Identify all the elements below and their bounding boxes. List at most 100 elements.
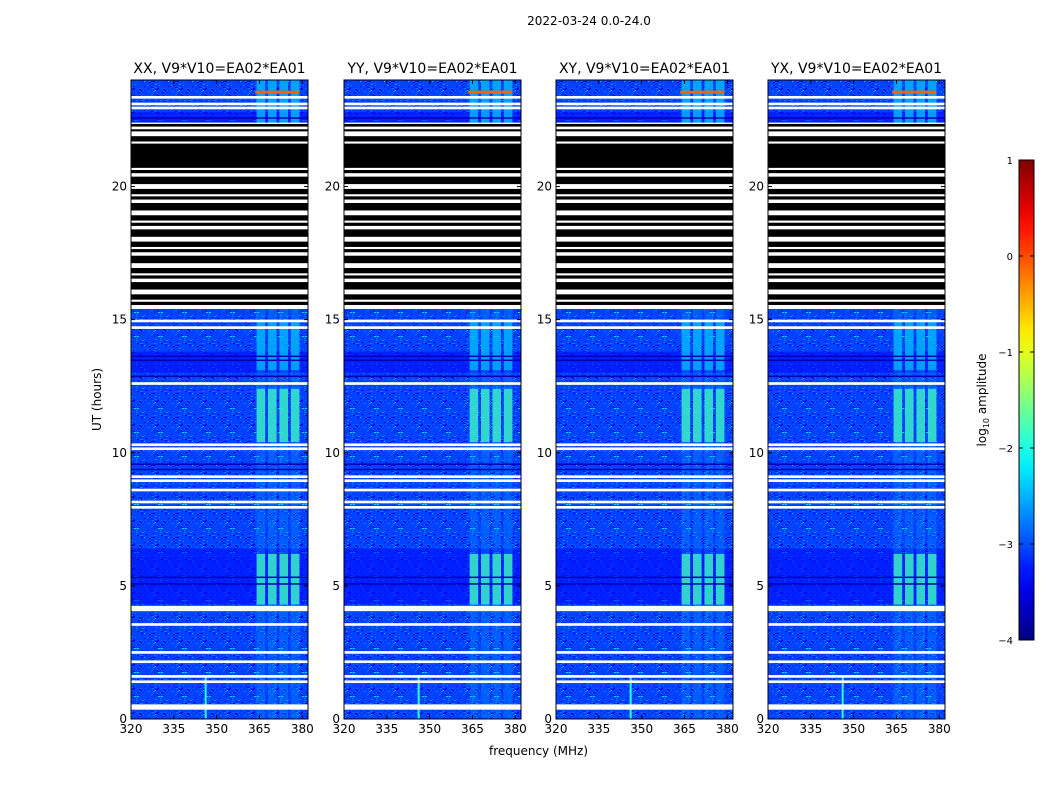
flag-stripe <box>131 196 308 200</box>
rfi-band <box>893 553 903 605</box>
flag-line <box>131 675 308 678</box>
flag-line <box>131 319 308 323</box>
rfi-band <box>916 322 926 371</box>
quiet-region <box>556 111 733 123</box>
flag-line <box>131 382 308 385</box>
panel-yy-title: YY, V9*V10=EA02*EA01 <box>346 61 517 77</box>
y-tick-label: 5 <box>756 579 764 593</box>
y-tick-label: 0 <box>544 712 552 726</box>
flag-line <box>344 704 521 708</box>
dark-line <box>131 463 308 465</box>
colorbar-label: log10 amplitude <box>975 354 991 447</box>
flag-line <box>768 131 945 135</box>
colorbar-tick-label: −2 <box>998 444 1013 455</box>
flag-stripe <box>556 136 733 142</box>
flag-line <box>131 605 308 609</box>
panel-yx-frame <box>767 79 946 720</box>
dark-line <box>556 117 733 119</box>
rfi-band-faint <box>693 80 702 719</box>
x-tick-label: 335 <box>799 722 822 736</box>
flag-line <box>556 319 733 323</box>
colorbar-tick-label: −3 <box>998 540 1013 551</box>
rfi-band-faint <box>916 80 926 719</box>
colorbar-tick-label: 1 <box>1007 156 1013 167</box>
flag-line <box>131 707 308 710</box>
y-axis-label: UT (hours) <box>90 368 104 431</box>
dark-line <box>344 463 521 465</box>
flag-line <box>344 475 521 479</box>
flag-stripe <box>556 241 733 247</box>
x-tick-label: 365 <box>673 722 696 736</box>
flag-line <box>344 102 521 106</box>
flag-stripe <box>768 255 945 264</box>
rfi-band <box>469 388 479 443</box>
rfi-spike <box>417 676 420 719</box>
rfi-spike <box>629 676 632 719</box>
x-tick-label: 365 <box>461 722 484 736</box>
flag-stripe <box>344 188 521 195</box>
flag-line <box>768 443 945 447</box>
flag-line <box>344 623 521 626</box>
colorbar-tick-label: −4 <box>998 636 1013 647</box>
rfi-band <box>715 553 725 605</box>
flag-stripe <box>344 176 521 185</box>
flag-stripe <box>131 136 308 142</box>
rfi-band-faint <box>905 80 914 719</box>
flag-stripe <box>344 169 521 174</box>
flag-line <box>556 106 733 110</box>
flag-stripe <box>556 229 733 237</box>
rfi-band-faint <box>256 80 266 719</box>
rfi-band-faint <box>681 80 691 719</box>
flag-stripe <box>131 188 308 195</box>
dark-line <box>344 375 521 378</box>
flag-line <box>768 475 945 479</box>
flag-line <box>131 131 308 135</box>
rfi-band-faint <box>927 80 937 719</box>
y-tick-label: 10 <box>749 446 764 460</box>
flag-line <box>768 95 945 99</box>
rfi-band <box>290 322 300 371</box>
flag-line <box>131 102 308 106</box>
flag-line <box>768 707 945 710</box>
rfi-band-faint <box>279 80 289 719</box>
flag-line <box>344 382 521 385</box>
flag-line <box>768 126 945 130</box>
rfi-band-faint <box>715 80 725 719</box>
rfi-band-faint <box>268 80 277 719</box>
flag-stripe <box>344 249 521 253</box>
x-tick-label: 320 <box>757 722 780 736</box>
rfi-band <box>715 322 725 371</box>
dark-line <box>344 355 521 358</box>
dark-line <box>131 359 308 362</box>
flag-line <box>768 605 945 609</box>
flag-stripe <box>131 229 308 237</box>
rfi-band <box>256 553 266 605</box>
flag-stripe <box>344 267 521 274</box>
quiet-region <box>131 548 308 605</box>
x-tick-label: 350 <box>630 722 653 736</box>
flag-line <box>344 605 521 609</box>
rfi-band <box>927 553 937 605</box>
flag-line <box>768 506 945 509</box>
rfi-band <box>693 322 702 371</box>
rfi-band <box>492 553 502 605</box>
flag-stripe <box>131 294 308 300</box>
rfi-band <box>681 388 691 443</box>
colorbar <box>1018 159 1035 641</box>
rfi-band <box>704 553 714 605</box>
flag-line <box>556 447 733 451</box>
x-axis-label: frequency (MHz) <box>489 744 588 758</box>
colorbar-label-base: log <box>975 428 989 446</box>
flag-stripe <box>131 275 308 279</box>
rfi-band <box>704 388 714 443</box>
rfi-band <box>927 322 937 371</box>
flag-stripe <box>344 301 521 305</box>
rfi-band <box>893 322 903 371</box>
flag-line <box>344 106 521 110</box>
rfi-band <box>256 388 266 443</box>
rfi-band <box>279 553 289 605</box>
x-tick-label: 380 <box>504 722 527 736</box>
y-tick-label: 5 <box>119 579 127 593</box>
x-tick-label: 350 <box>842 722 865 736</box>
